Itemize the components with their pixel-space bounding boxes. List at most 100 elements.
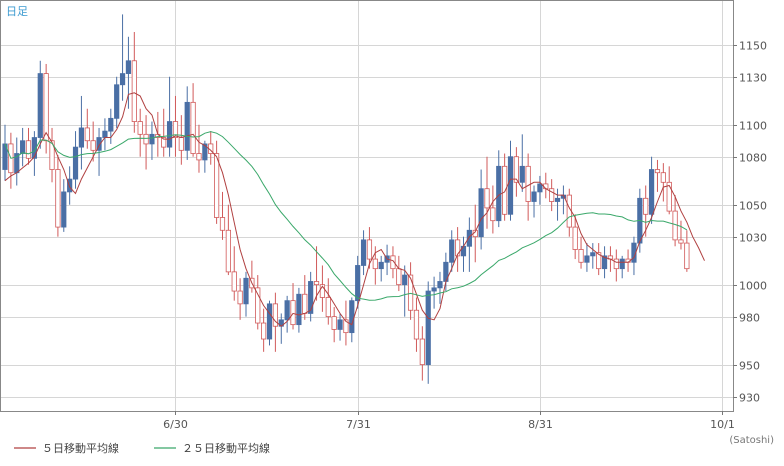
candle-body-down bbox=[643, 197, 649, 215]
y-tick-label: 1150 bbox=[739, 40, 767, 53]
candle-body-down bbox=[366, 239, 373, 260]
legend: ５日移動平均線 ２５日移動平均線 bbox=[14, 441, 270, 455]
grid-lines bbox=[0, 0, 733, 411]
ma5-line bbox=[4, 92, 705, 327]
y-tick-label: 930 bbox=[739, 392, 760, 405]
candle-body-up bbox=[466, 229, 472, 247]
candle-body-up bbox=[296, 293, 302, 326]
x-tick-label: 6/30 bbox=[163, 418, 188, 431]
x-tick-label: 8/31 bbox=[528, 418, 553, 431]
candle-body-down bbox=[290, 300, 296, 326]
candle-body-down bbox=[143, 133, 149, 145]
candle-body-up bbox=[78, 127, 85, 148]
y-tick-label: 1000 bbox=[739, 280, 767, 293]
candle-body-down bbox=[131, 60, 137, 122]
candle-body-up bbox=[449, 239, 455, 263]
y-axis: 930 950 980 1000 1030 1050 1080 1100 1130 1150 bbox=[733, 40, 767, 405]
candle-body-down bbox=[613, 258, 619, 270]
candle-body-down bbox=[55, 169, 61, 228]
period-label: 日足 bbox=[6, 5, 28, 18]
moving-average-lines bbox=[4, 92, 705, 327]
candle-body-down bbox=[261, 322, 267, 340]
candle-body-up bbox=[402, 274, 408, 286]
candle-body-up bbox=[648, 169, 655, 215]
candle-body-up bbox=[431, 287, 437, 292]
candle-body-up bbox=[478, 188, 484, 238]
candle-body-down bbox=[255, 287, 261, 324]
candle-body-down bbox=[513, 156, 519, 183]
candle-body-down bbox=[455, 239, 461, 257]
candle-body-up bbox=[360, 239, 367, 266]
candle-body-up bbox=[349, 300, 355, 334]
y-tick-label: 1130 bbox=[739, 72, 767, 85]
candle-body-down bbox=[413, 309, 420, 340]
candle-body-down bbox=[49, 140, 55, 170]
y-tick-label: 1050 bbox=[739, 200, 767, 213]
candle-body-up bbox=[496, 165, 502, 222]
candle-body-down bbox=[525, 165, 531, 202]
y-tick-label: 1100 bbox=[739, 120, 767, 133]
candle-body-down bbox=[25, 140, 32, 159]
candle-body-up bbox=[37, 73, 43, 138]
candle-body-up bbox=[149, 133, 155, 145]
candle-body-down bbox=[161, 137, 167, 148]
candle-body-down bbox=[172, 121, 179, 138]
candle-body-down bbox=[484, 188, 490, 209]
unit-label: (Satoshi) bbox=[729, 435, 774, 446]
candle-body-up bbox=[507, 156, 514, 215]
candle-body-down bbox=[666, 181, 672, 212]
candle-body-up bbox=[202, 143, 208, 161]
candle-body-down bbox=[84, 127, 90, 142]
candle-body-up bbox=[590, 252, 596, 257]
candle-body-up bbox=[119, 73, 126, 86]
candle-body-down bbox=[390, 255, 396, 270]
candle-body-down bbox=[137, 121, 143, 135]
candle-body-down bbox=[313, 281, 320, 286]
candle-body-down bbox=[596, 252, 602, 270]
candle-body-up bbox=[166, 121, 173, 148]
candle-body-up bbox=[619, 258, 625, 270]
candle-body-down bbox=[572, 226, 578, 250]
candle-body-up bbox=[378, 261, 384, 270]
candle-body-down bbox=[302, 293, 308, 314]
y-tick-label: 1030 bbox=[739, 232, 767, 245]
y-tick-label: 1080 bbox=[739, 152, 767, 165]
candle-body-up bbox=[425, 290, 431, 366]
candle-body-up bbox=[554, 197, 561, 202]
candle-body-down bbox=[196, 153, 202, 161]
candle-body-up bbox=[102, 130, 108, 138]
candle-body-down bbox=[325, 297, 331, 318]
candle-body-down bbox=[407, 274, 414, 311]
legend-label-ma5: ５日移動平均線 bbox=[42, 441, 119, 455]
x-tick-label: 10/1 bbox=[710, 418, 735, 431]
candle-body-down bbox=[219, 217, 226, 231]
candle-body-down bbox=[214, 153, 220, 218]
candle-body-down bbox=[178, 137, 184, 151]
candle-body-up bbox=[531, 191, 537, 202]
candle-body-up bbox=[337, 319, 343, 330]
candle-body-up bbox=[355, 265, 361, 302]
candle-body-down bbox=[678, 239, 684, 244]
candle-body-down bbox=[237, 290, 243, 305]
candle-body-down bbox=[502, 165, 508, 215]
candle-body-up bbox=[125, 60, 132, 74]
candle-body-down bbox=[319, 284, 326, 298]
candle-body-down bbox=[654, 169, 661, 174]
candle-body-down bbox=[549, 188, 555, 202]
candle-body-down bbox=[272, 303, 278, 327]
candle-body-down bbox=[225, 229, 231, 273]
candle-body-up bbox=[108, 117, 114, 132]
candle-body-up bbox=[72, 146, 79, 180]
candle-body-down bbox=[231, 271, 237, 292]
candle-body-up bbox=[537, 183, 543, 193]
candle-body-up bbox=[20, 140, 26, 154]
candle-body-down bbox=[90, 140, 96, 151]
candle-body-up bbox=[114, 84, 120, 119]
candle-body-down bbox=[331, 316, 337, 330]
candle-body-down bbox=[490, 207, 496, 222]
ma25-line bbox=[4, 131, 688, 301]
candle-body-down bbox=[343, 319, 349, 334]
candle-body-down bbox=[419, 338, 425, 366]
